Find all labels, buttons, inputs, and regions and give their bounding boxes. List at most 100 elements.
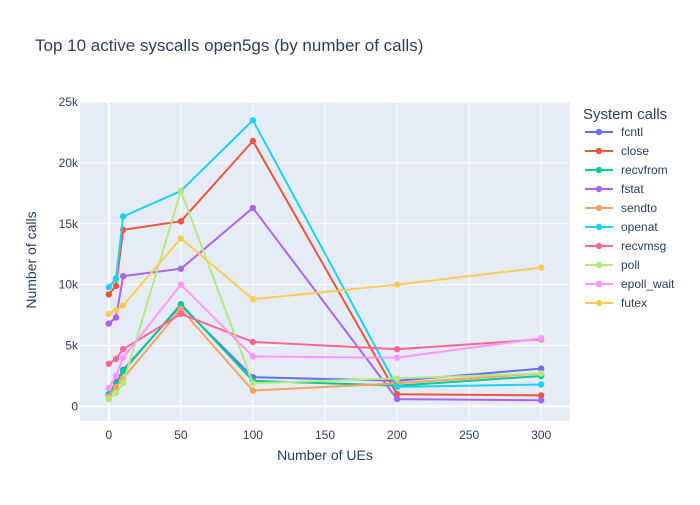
legend-swatch-marker [595,223,603,231]
legend-swatch-marker [595,204,603,212]
data-point [120,302,127,309]
legend-item-fcntl[interactable]: fcntl [585,125,643,139]
y-axis: 0 5k 10k 15k 20k 25k [59,95,79,413]
legend-label: recvfrom [621,163,668,177]
legend-item-recvmsg[interactable]: recvmsg [585,239,666,253]
x-tick-label: 100 [243,428,263,442]
data-point [177,265,185,272]
data-point [112,314,120,321]
data-point [249,338,257,346]
x-axis-title: Number of UEs [277,447,373,463]
legend-item-futex[interactable]: futex [585,296,647,310]
data-point [105,384,113,392]
y-tick-label: 0 [71,399,78,413]
x-tick-label: 0 [105,428,112,442]
y-tick-label: 20k [59,156,79,170]
series-futex [105,235,545,318]
legend-item-sendto[interactable]: sendto [585,201,657,215]
chart-title: Top 10 active syscalls open5gs (by numbe… [35,36,423,55]
data-point [120,367,127,375]
data-point [249,137,257,145]
legend-item-recvfrom[interactable]: recvfrom [585,163,668,177]
data-point [249,353,257,360]
data-point [177,187,185,195]
legend-label: recvmsg [621,239,666,253]
data-point [120,354,127,361]
data-point [538,335,545,342]
legend-label: sendto [621,201,657,215]
data-point [249,204,257,212]
legend: System calls fcntl close recvfrom fstat send… [583,106,675,310]
x-tick-label: 250 [459,428,479,442]
data-point [538,397,545,404]
data-point [112,282,120,290]
data-point [538,365,545,372]
data-point [393,346,401,353]
data-point [393,354,401,361]
data-point [538,392,545,399]
legend-swatch-marker [595,128,603,136]
legend-item-poll[interactable]: poll [585,258,640,272]
legend-swatch-marker [595,147,603,155]
x-tick-label: 50 [174,428,188,442]
data-point [538,381,545,388]
data-point [120,346,127,353]
data-point [105,283,113,291]
legend-swatch-marker [595,261,603,269]
data-point [120,380,127,387]
data-point [112,389,120,397]
series-layer [105,117,545,404]
data-point [177,235,185,242]
series-epoll-wait [105,281,545,392]
data-point [105,395,113,403]
y-tick-label: 15k [59,217,79,231]
data-point [112,275,120,282]
data-point [249,387,257,394]
series-fstat [105,204,545,404]
data-point [105,360,113,367]
x-tick-label: 200 [387,428,407,442]
legend-swatch-marker [595,185,603,193]
data-point [105,320,113,327]
legend-label: close [621,144,649,158]
legend-item-epoll-wait[interactable]: epoll_wait [585,277,675,291]
data-point [538,264,545,271]
data-point [249,296,257,303]
y-axis-title: Number of calls [23,211,39,308]
data-point [249,117,257,124]
legend-label: epoll_wait [621,277,675,291]
legend-label: openat [621,220,658,234]
data-point [177,300,185,308]
y-tick-label: 10k [59,278,79,292]
legend-label: fcntl [621,125,643,139]
legend-item-close[interactable]: close [585,144,649,158]
data-point [105,291,113,298]
data-point [393,375,401,382]
legend-label: poll [621,258,640,272]
legend-title: System calls [583,106,667,123]
legend-swatch-marker [595,242,603,250]
data-point [120,213,127,220]
legend-swatch-marker [595,166,603,174]
data-point [120,272,127,280]
y-tick-label: 5k [65,339,79,353]
y-tick-label: 25k [59,95,79,109]
data-point [177,281,185,288]
legend-label: futex [621,296,647,310]
x-axis: 0 50 100 150 200 250 300 [105,428,551,442]
legend-swatch-marker [595,280,603,288]
data-point [177,218,185,225]
data-point [538,370,545,377]
x-tick-label: 150 [315,428,335,442]
data-point [249,380,257,387]
legend-label: fstat [621,182,644,196]
legend-item-openat[interactable]: openat [585,220,658,234]
series-recvmsg [105,310,545,367]
data-point [393,281,401,288]
data-point [112,355,120,363]
legend-item-fstat[interactable]: fstat [585,182,644,196]
data-point [177,310,185,318]
series-poll [105,187,545,403]
